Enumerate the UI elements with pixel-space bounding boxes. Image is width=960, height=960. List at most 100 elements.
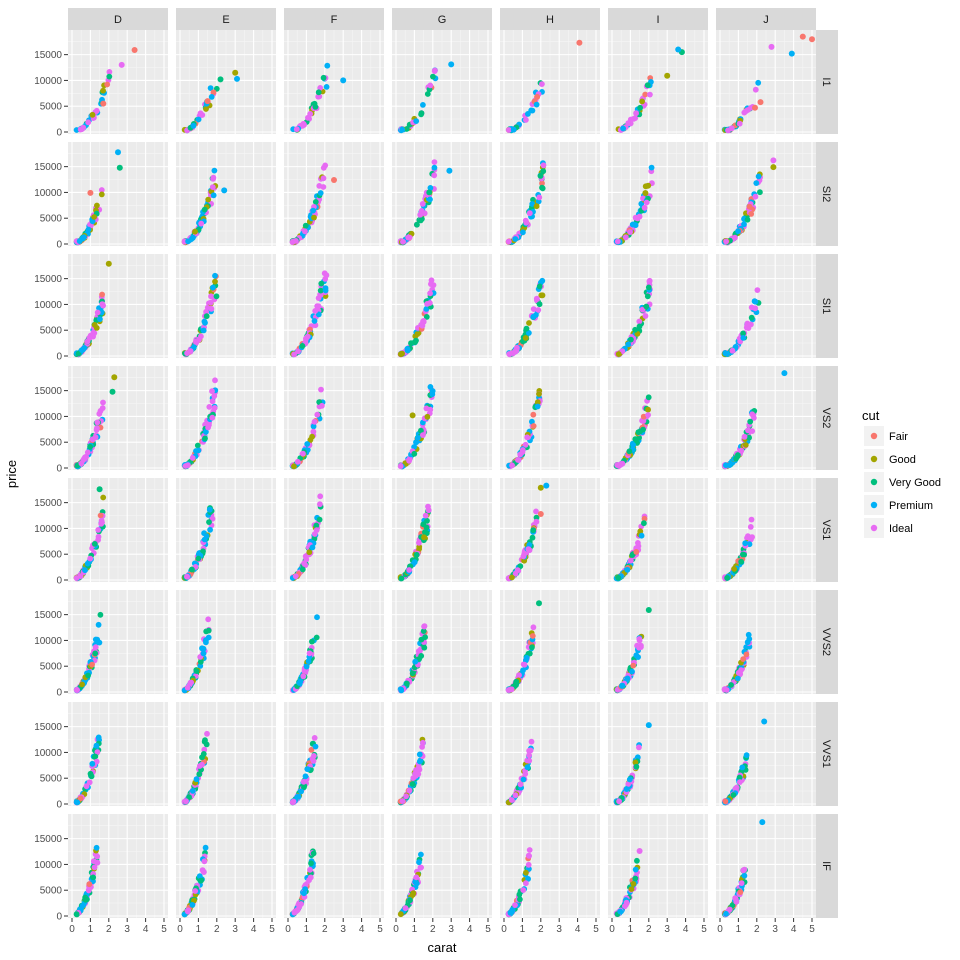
point bbox=[184, 908, 191, 915]
point bbox=[397, 463, 404, 470]
point-premium bbox=[645, 722, 652, 729]
point-good bbox=[770, 164, 777, 171]
point bbox=[423, 306, 430, 312]
point bbox=[648, 164, 655, 171]
point bbox=[300, 778, 307, 785]
point bbox=[413, 118, 420, 124]
point bbox=[626, 776, 633, 783]
row-strip-I1 bbox=[816, 30, 838, 134]
point bbox=[420, 521, 427, 528]
point bbox=[744, 639, 751, 646]
point bbox=[536, 194, 543, 201]
x-tick-label: 0 bbox=[609, 924, 615, 935]
point bbox=[320, 74, 327, 81]
point bbox=[106, 73, 113, 80]
point bbox=[309, 544, 316, 551]
point bbox=[209, 184, 216, 191]
point-fair bbox=[204, 98, 211, 105]
point bbox=[204, 730, 210, 737]
point bbox=[100, 494, 107, 501]
point bbox=[186, 794, 193, 801]
x-tick-label: 2 bbox=[214, 924, 220, 935]
y-tick-label: 5000 bbox=[40, 102, 63, 113]
point bbox=[203, 429, 209, 435]
point bbox=[417, 217, 424, 224]
point bbox=[640, 418, 647, 424]
point bbox=[91, 322, 98, 328]
point bbox=[619, 682, 626, 689]
point bbox=[642, 190, 649, 197]
point bbox=[748, 516, 755, 523]
point bbox=[209, 388, 215, 395]
point bbox=[421, 623, 427, 630]
point-premium bbox=[234, 75, 240, 82]
point bbox=[424, 413, 431, 420]
point bbox=[312, 308, 319, 314]
point bbox=[212, 272, 218, 279]
point bbox=[184, 684, 191, 691]
point bbox=[202, 435, 208, 442]
point-fair bbox=[534, 93, 541, 100]
point bbox=[523, 325, 530, 332]
point bbox=[315, 89, 322, 96]
point-very-good bbox=[116, 164, 123, 171]
point bbox=[418, 864, 424, 871]
point bbox=[184, 573, 191, 580]
point bbox=[320, 175, 327, 182]
point bbox=[741, 221, 747, 228]
point bbox=[533, 203, 540, 210]
x-tick-label: 2 bbox=[430, 924, 436, 935]
point bbox=[529, 107, 536, 114]
y-tick-label: 10000 bbox=[34, 748, 62, 759]
point bbox=[95, 527, 102, 533]
point bbox=[95, 621, 102, 628]
y-tick-label: 15000 bbox=[34, 498, 62, 509]
point bbox=[98, 517, 105, 524]
point bbox=[526, 542, 533, 548]
point-very-good bbox=[109, 388, 116, 395]
point bbox=[642, 91, 649, 98]
point bbox=[412, 658, 419, 665]
point-premium bbox=[448, 61, 455, 68]
point bbox=[641, 515, 648, 522]
point bbox=[318, 280, 325, 287]
point-very-good bbox=[536, 600, 542, 607]
point bbox=[530, 313, 537, 320]
point bbox=[506, 127, 512, 133]
point bbox=[419, 201, 426, 207]
point bbox=[527, 747, 534, 754]
point bbox=[512, 902, 518, 908]
point bbox=[508, 686, 515, 693]
point bbox=[417, 211, 424, 218]
point bbox=[529, 633, 536, 639]
point bbox=[406, 457, 412, 464]
point bbox=[92, 650, 99, 657]
point bbox=[630, 881, 637, 887]
point bbox=[184, 350, 191, 357]
point bbox=[314, 411, 321, 418]
point bbox=[310, 423, 317, 430]
point bbox=[89, 661, 95, 668]
point-very-good bbox=[96, 486, 103, 493]
point-good bbox=[105, 260, 112, 267]
point bbox=[738, 880, 745, 886]
point bbox=[200, 548, 206, 555]
point bbox=[91, 214, 97, 220]
point bbox=[313, 634, 320, 641]
point bbox=[627, 120, 634, 127]
column-strip-label: D bbox=[114, 14, 122, 26]
point bbox=[415, 435, 421, 441]
point bbox=[316, 183, 323, 189]
point bbox=[640, 413, 647, 420]
point bbox=[80, 457, 87, 463]
point bbox=[644, 293, 651, 300]
point bbox=[317, 190, 324, 196]
point bbox=[512, 236, 519, 242]
point bbox=[526, 210, 533, 217]
point bbox=[400, 238, 406, 245]
point bbox=[644, 82, 651, 89]
y-tick-label: 5000 bbox=[40, 550, 63, 561]
point bbox=[645, 406, 651, 413]
point bbox=[201, 206, 208, 213]
point bbox=[99, 291, 105, 298]
